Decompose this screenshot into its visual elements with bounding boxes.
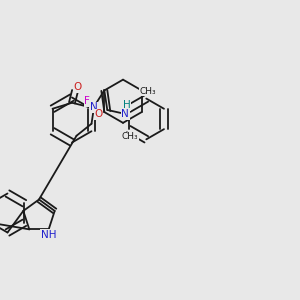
Text: CH₃: CH₃: [122, 132, 139, 141]
Text: NH: NH: [41, 230, 56, 240]
Text: O: O: [94, 110, 102, 119]
Text: N: N: [122, 110, 129, 119]
Text: CH₃: CH₃: [140, 86, 156, 95]
Text: O: O: [73, 82, 82, 92]
Text: N: N: [90, 102, 98, 112]
Text: H: H: [123, 100, 131, 110]
Text: F: F: [84, 96, 90, 106]
